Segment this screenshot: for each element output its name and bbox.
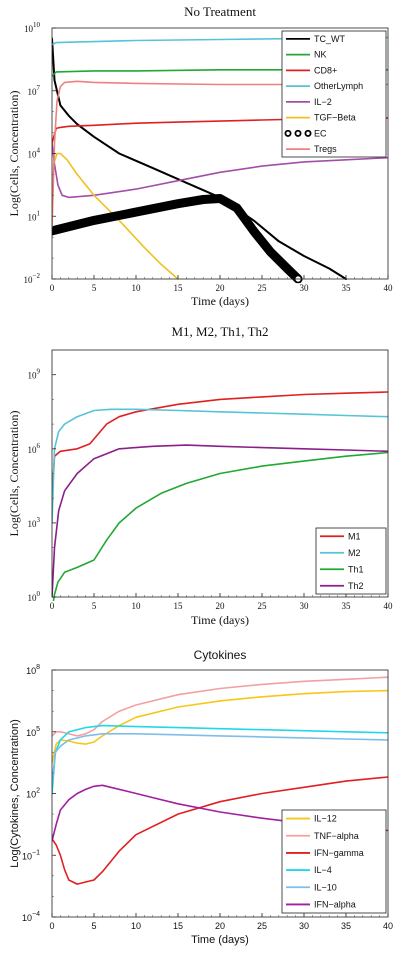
legend-entry-label: TNF−alpha bbox=[314, 831, 359, 841]
x-tick-label: 10 bbox=[132, 601, 142, 611]
legend-box bbox=[281, 809, 387, 914]
chart-title: Cytokines bbox=[194, 648, 247, 662]
x-tick-label: 25 bbox=[258, 601, 268, 611]
x-tick-label: 5 bbox=[92, 601, 97, 611]
series-line-ifn-alpha bbox=[52, 784, 388, 842]
x-tick-label: 15 bbox=[174, 601, 184, 611]
legend-entry-label: TGF−Beta bbox=[314, 113, 356, 123]
series-line-il-2 bbox=[52, 142, 388, 199]
legend-entry-label: IFN−gamma bbox=[314, 848, 364, 858]
series-line-th2 bbox=[52, 444, 388, 598]
legend: TC_WT NK CD8+ OtherLymph IL−2 TGF−Beta EC Tregs bbox=[281, 30, 387, 158]
series-group bbox=[52, 391, 388, 601]
x-axis-label: Time (days) bbox=[191, 294, 249, 308]
y-tick-label: 105 bbox=[26, 726, 40, 738]
legend-entry-label: OtherLymph bbox=[314, 81, 363, 91]
x-tick-label: 30 bbox=[299, 921, 309, 931]
x-axis-label: Time (days) bbox=[191, 934, 249, 946]
x-tick-label: 20 bbox=[216, 601, 226, 611]
legend-entry-label: IL−12 bbox=[314, 814, 337, 824]
series-line-m1 bbox=[52, 391, 388, 499]
series-line-th1 bbox=[52, 451, 388, 601]
x-tick-label: 20 bbox=[215, 921, 225, 931]
series-line-tc-wt bbox=[52, 37, 347, 280]
y-tick-label: 109 bbox=[28, 368, 41, 381]
x-tick-label: 15 bbox=[174, 283, 184, 293]
y-tick-label: 104 bbox=[28, 147, 41, 160]
series-line-il-4 bbox=[52, 724, 388, 795]
y-tick-label: 108 bbox=[26, 664, 40, 676]
series-line-m2 bbox=[52, 408, 388, 524]
y-tick-label: 100 bbox=[28, 590, 41, 603]
chart-panel-2: M1, M2, Th1, Th2 0 5 10 15 20 25 30 35 40 109 106 10… bbox=[7, 324, 393, 627]
legend-marker-icon bbox=[294, 129, 302, 137]
legend: M1 M2 Th1 Th2 bbox=[315, 527, 387, 595]
legend-entry-label: Tregs bbox=[314, 144, 337, 154]
x-tick-label: 5 bbox=[91, 921, 96, 931]
x-tick-label: 5 bbox=[92, 283, 97, 293]
x-tick-label: 20 bbox=[216, 283, 226, 293]
y-axis-label: Log(Cells, Concentration) bbox=[7, 411, 21, 537]
legend-entry-label: M1 bbox=[348, 531, 361, 541]
chart-panel-3: Cytokines 0 5 10 15 20 25 30 35 40 108 105 102 10−1 10… bbox=[9, 648, 393, 946]
x-tick-label: 35 bbox=[342, 601, 352, 611]
series-line-il-10 bbox=[52, 733, 388, 784]
y-tick-label: 102 bbox=[26, 788, 40, 800]
legend-entry-label: IL−2 bbox=[314, 97, 332, 107]
legend-entry-label: M2 bbox=[348, 548, 361, 558]
x-tick-label: 0 bbox=[50, 601, 55, 611]
x-tick-label: 10 bbox=[132, 283, 142, 293]
legend-entry-label: Th2 bbox=[348, 581, 364, 591]
chart-title: M1, M2, Th1, Th2 bbox=[171, 324, 268, 339]
x-tick-label: 35 bbox=[342, 283, 352, 293]
series-line-tregs bbox=[52, 80, 388, 228]
x-tick-label: 10 bbox=[131, 921, 141, 931]
x-tick-label: 30 bbox=[300, 601, 310, 611]
y-tick-label: 107 bbox=[28, 84, 41, 97]
x-tick-label: 0 bbox=[50, 283, 55, 293]
legend-entry-label: IL−10 bbox=[314, 882, 337, 892]
y-axis-label: Log(Cytokines, Concentration) bbox=[9, 719, 21, 868]
y-axis-label: Log(Cells, Concentration) bbox=[7, 91, 21, 217]
y-tick-label: 1010 bbox=[24, 21, 41, 34]
x-tick-label: 25 bbox=[257, 921, 267, 931]
series-group bbox=[52, 36, 388, 283]
y-tick-label: 10−4 bbox=[22, 911, 40, 923]
x-tick-label: 40 bbox=[383, 921, 393, 931]
x-tick-label: 0 bbox=[49, 921, 54, 931]
x-tick-label: 35 bbox=[341, 921, 351, 931]
legend-entry-label: CD8+ bbox=[314, 65, 337, 75]
series-line-ifn-gamma bbox=[52, 776, 388, 885]
legend-entry-label: IFN−alpha bbox=[314, 899, 356, 909]
y-tick-label: 10−2 bbox=[24, 272, 41, 285]
legend-box bbox=[281, 30, 387, 158]
series-line-tnf-alpha bbox=[52, 676, 388, 737]
x-tick-label: 40 bbox=[384, 601, 394, 611]
y-tick-label: 103 bbox=[28, 516, 41, 529]
y-tick-label: 10−1 bbox=[22, 849, 40, 861]
x-tick-label: 15 bbox=[173, 921, 183, 931]
series-line-tgf-beta bbox=[52, 152, 179, 280]
x-tick-label: 30 bbox=[300, 283, 310, 293]
legend-marker-icon bbox=[284, 129, 292, 137]
x-axis-label: Time (days) bbox=[191, 613, 249, 627]
legend-box bbox=[315, 527, 387, 595]
legend: IL−12 TNF−alpha IFN−gamma IL−4 IL−10 IFN−alph… bbox=[281, 809, 387, 914]
chart-panel-1: No Treatment 0 5 10 15 20 25 30 35 40 1010 107 104 10… bbox=[7, 4, 393, 308]
series-group bbox=[52, 676, 388, 885]
legend-entry-label: IL−4 bbox=[314, 865, 332, 875]
x-tick-label: 25 bbox=[258, 283, 268, 293]
legend-marker-icon bbox=[304, 129, 312, 137]
x-tick-label: 40 bbox=[384, 283, 394, 293]
chart-title: No Treatment bbox=[184, 4, 256, 19]
legend-entry-label: Th1 bbox=[348, 564, 364, 574]
legend-entry-label: NK bbox=[314, 50, 327, 60]
series-line-il-12 bbox=[52, 689, 388, 764]
y-tick-label: 106 bbox=[28, 442, 41, 455]
legend-entry-label: TC_WT bbox=[314, 34, 345, 44]
y-tick-label: 101 bbox=[28, 209, 41, 222]
legend-entry-label: EC bbox=[314, 128, 327, 138]
series-line-ec bbox=[52, 194, 303, 283]
